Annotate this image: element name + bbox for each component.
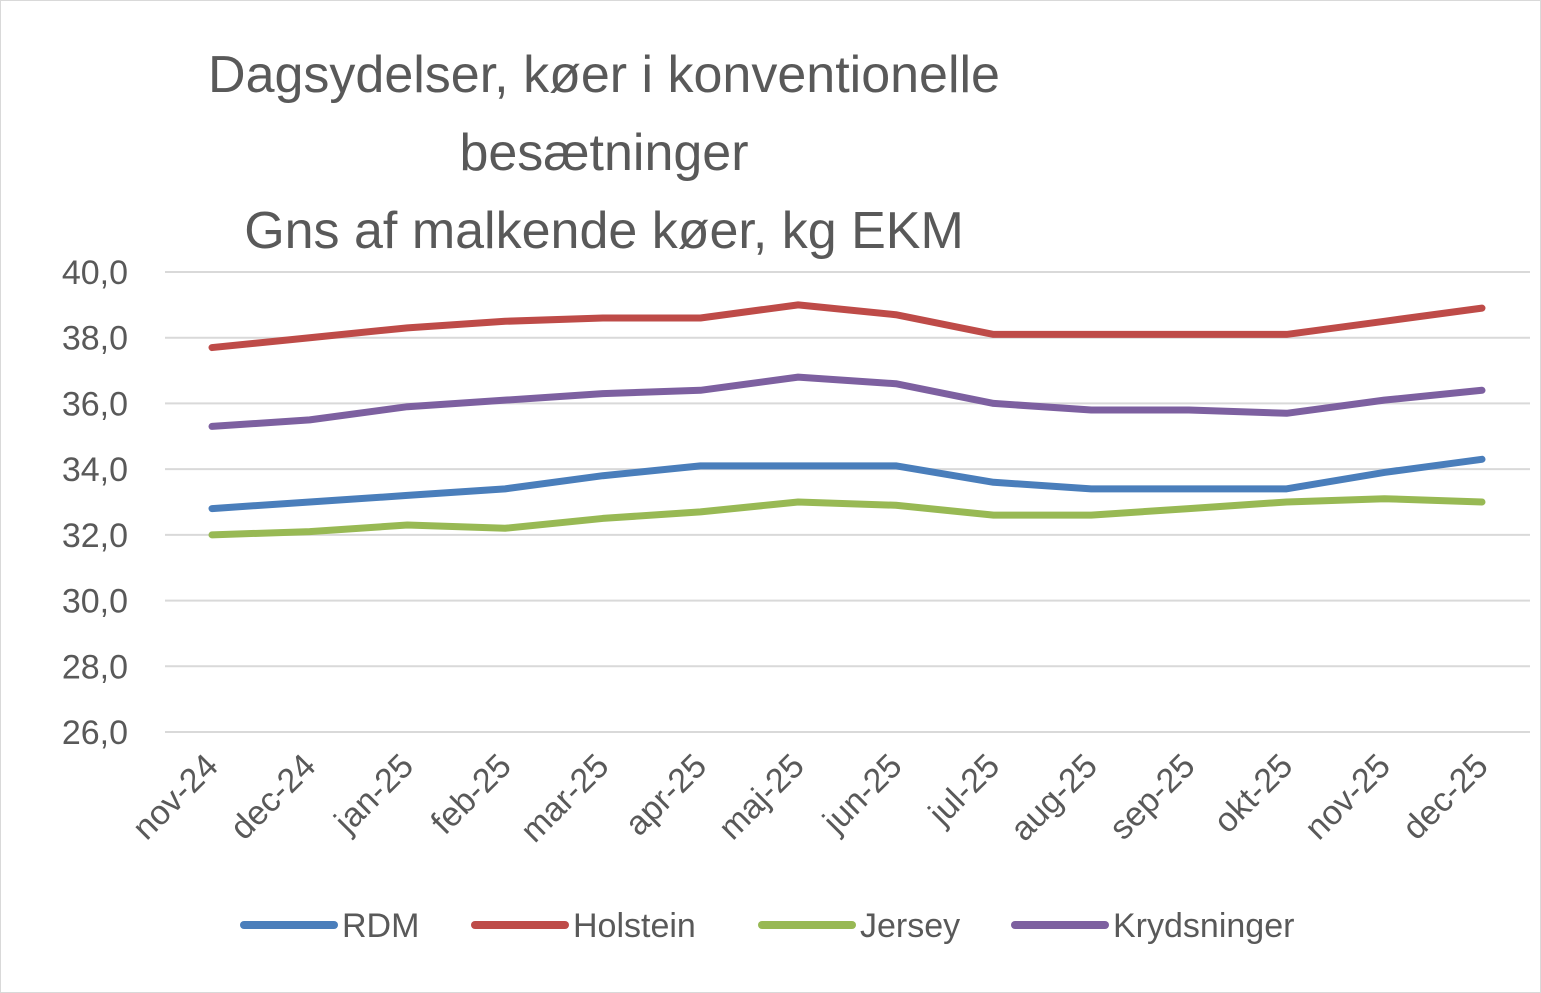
x-tick-label: nov-24 — [125, 747, 225, 847]
x-tick-label: jan-25 — [327, 747, 421, 841]
legend: RDM Holstein Jersey Krydsninger — [240, 907, 1294, 945]
y-axis-ticks: 26,0 28,0 30,0 32,0 34,0 36,0 38,0 40,0 — [62, 254, 128, 752]
y-tick-label: 30,0 — [62, 583, 128, 621]
x-tick-label: apr-25 — [618, 747, 714, 843]
y-tick-label: 26,0 — [62, 714, 128, 752]
legend-label-holstein: Holstein — [573, 907, 696, 945]
gridlines — [165, 271, 1530, 733]
y-tick-label: 38,0 — [62, 320, 128, 358]
y-tick-label: 32,0 — [62, 517, 128, 555]
x-tick-label: jul-25 — [921, 747, 1007, 833]
title-line-2: besætninger — [459, 124, 748, 182]
x-tick-label: sep-25 — [1102, 747, 1202, 847]
x-tick-label: mar-25 — [513, 747, 616, 850]
chart-title: Dagsydelser, køer i konventionelle besæt… — [208, 46, 1000, 260]
y-tick-label: 36,0 — [62, 385, 128, 423]
legend-label-rdm: RDM — [342, 907, 419, 945]
x-tick-label: jun-25 — [815, 747, 909, 841]
x-tick-label: okt-25 — [1207, 747, 1301, 841]
legend-label-jersey: Jersey — [860, 907, 960, 945]
series-line-jersey — [208, 495, 1486, 539]
y-tick-label: 34,0 — [62, 451, 128, 489]
y-tick-label: 40,0 — [62, 254, 128, 292]
series-line-rdm — [208, 455, 1486, 513]
title-line-3: Gns af malkende køer, kg EKM — [244, 202, 964, 260]
x-tick-label: feb-25 — [424, 747, 519, 842]
title-line-1: Dagsydelser, køer i konventionelle — [208, 46, 1000, 104]
x-tick-label: aug-25 — [1003, 747, 1105, 849]
legend-label-krydsninger: Krydsninger — [1113, 907, 1294, 945]
series-line-krydsninger — [208, 373, 1486, 430]
y-tick-label: 28,0 — [62, 648, 128, 686]
series-line-holstein — [208, 301, 1486, 352]
x-tick-label: maj-25 — [711, 747, 811, 847]
x-tick-label: nov-25 — [1298, 747, 1398, 847]
series-lines — [208, 301, 1486, 539]
x-tick-label: dec-24 — [223, 747, 323, 847]
x-tick-label: dec-25 — [1395, 747, 1495, 847]
